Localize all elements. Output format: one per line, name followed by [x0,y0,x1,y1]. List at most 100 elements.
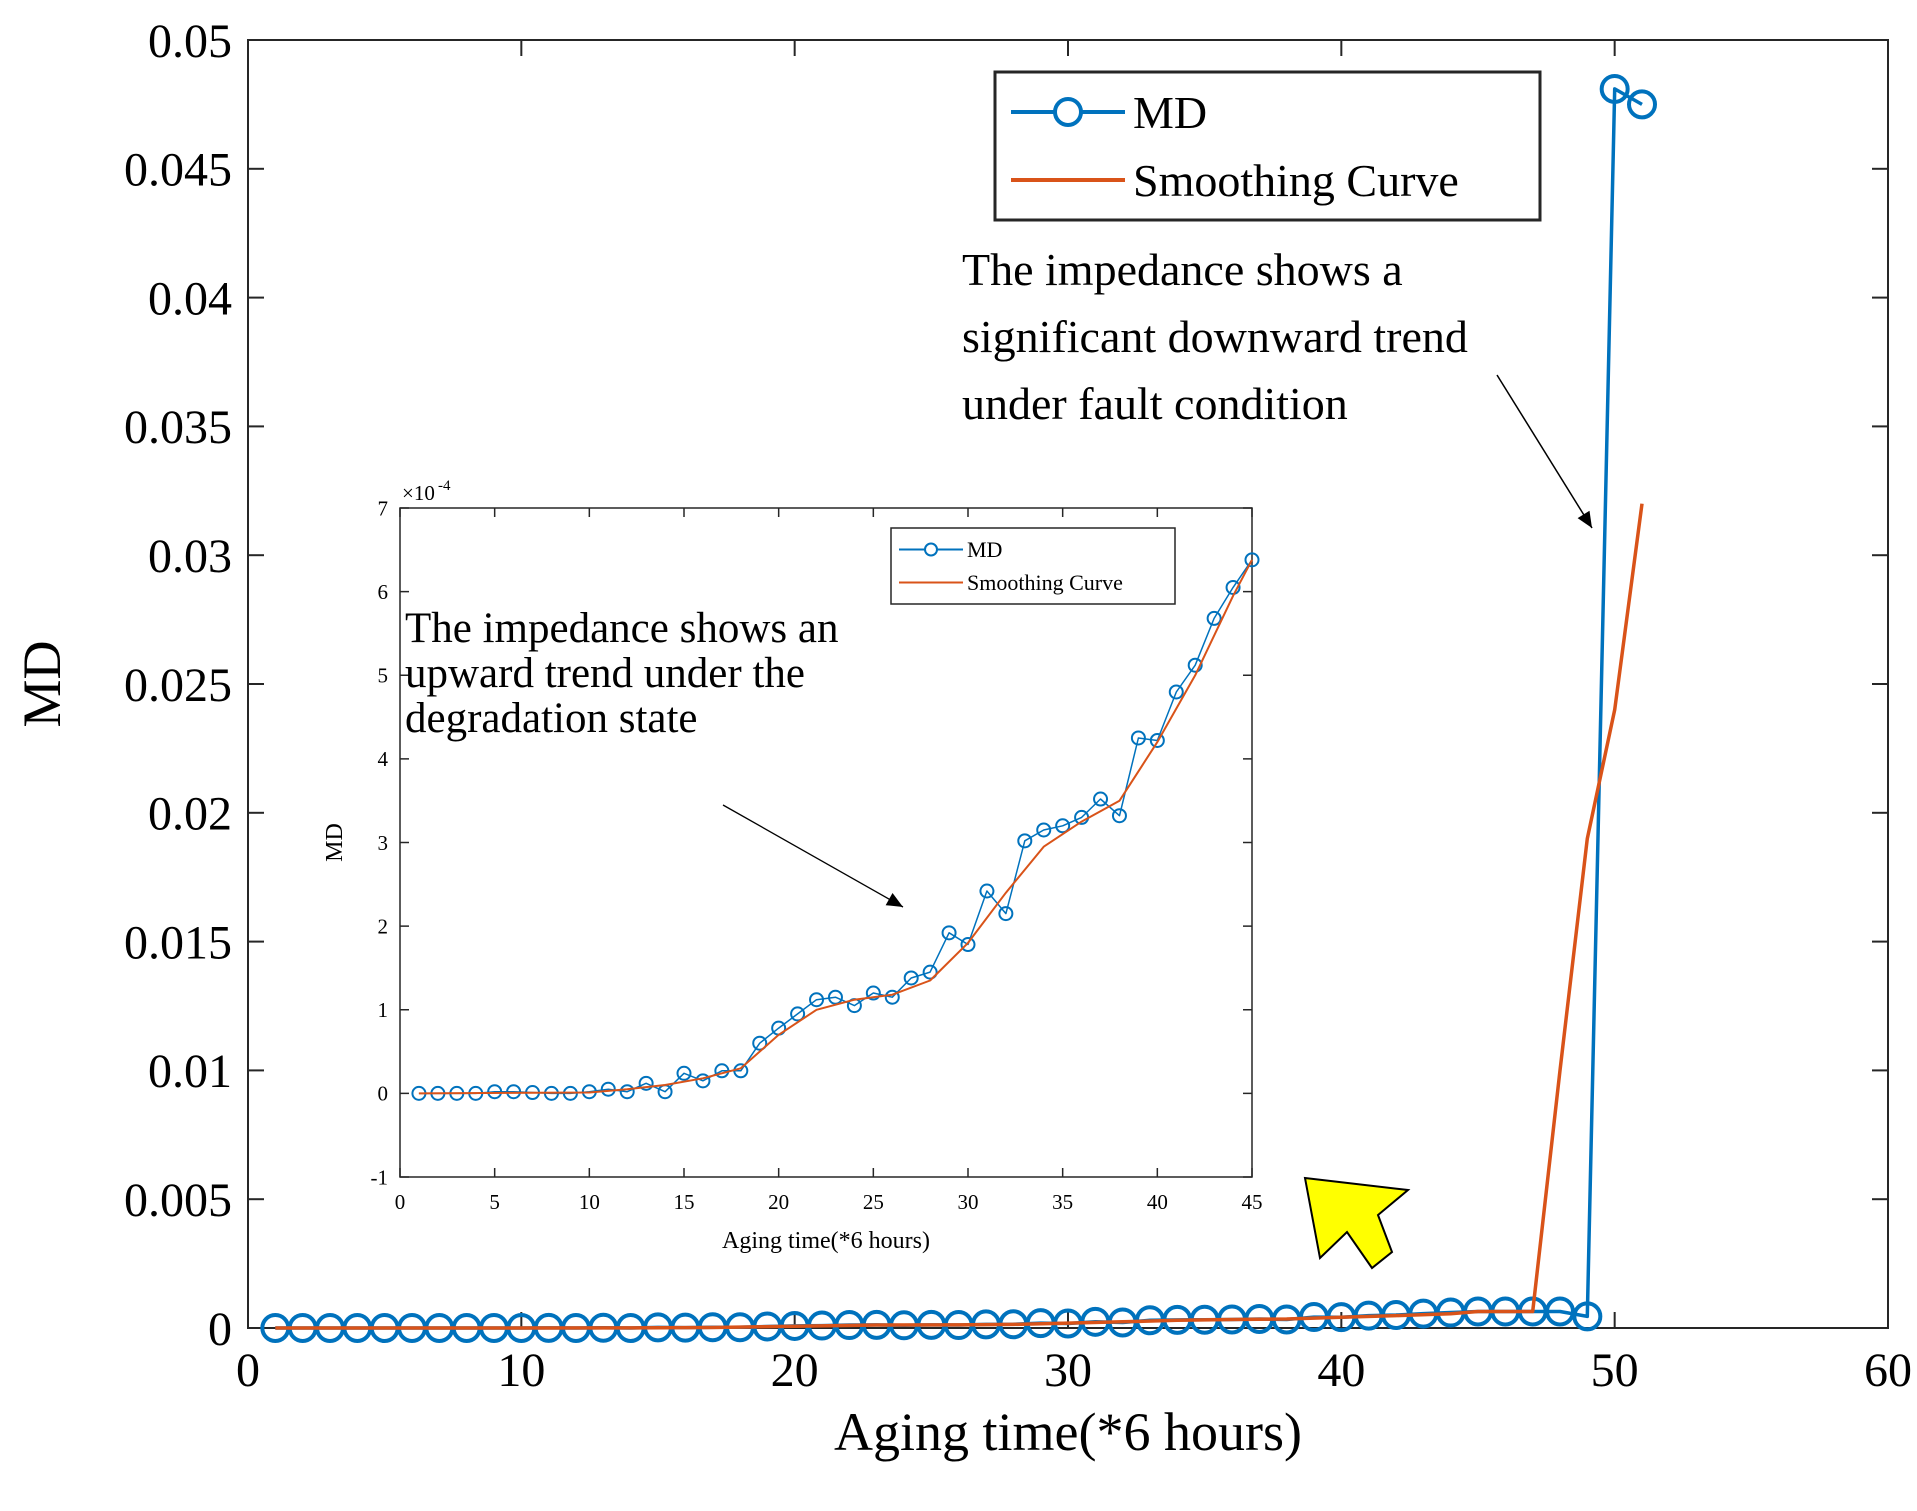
main-annotation-text: under fault condition [962,378,1348,429]
inset-y-tick-label: 0 [378,1082,389,1106]
main-annotation-text: significant downward trend [962,311,1468,362]
main-y-tick-label: 0.01 [148,1045,232,1098]
inset-legend-box [890,527,1176,605]
inset-x-tick-label: 40 [1147,1190,1168,1214]
inset-md-point [1055,818,1071,834]
main-x-tick-label: 50 [1591,1344,1639,1397]
main-legend-label: MD [1133,87,1207,138]
main-x-tick-label: 30 [1044,1344,1092,1397]
inset-x-tick-label: 0 [395,1190,406,1214]
inset-series-line-smoothing-curve [418,559,1253,1095]
main-y-tick-label: 0.005 [124,1174,232,1227]
inset-md-point [1093,791,1109,807]
main-x-tick-label: 60 [1864,1344,1912,1397]
main-annotation-text: The impedance shows a [962,244,1403,295]
inset-y-axis-label: MD [322,823,348,862]
inset-y-tick-label: 5 [378,664,389,688]
inset-x-tick-label: 25 [863,1190,884,1214]
inset-x-tick-label: 35 [1052,1190,1073,1214]
inset-x-tick-label: 20 [768,1190,789,1214]
inset-x-tick-label: 10 [579,1190,600,1214]
inset-y-tick-label: 7 [378,496,389,520]
inset-md-point [1168,684,1184,700]
inset-md-point [809,992,825,1008]
inset-md-point [1130,730,1146,746]
main-annotation-arrow-line [1496,374,1593,529]
main-x-tick-label: 10 [497,1344,545,1397]
main-y-tick-label: 0.04 [148,272,232,325]
inset-md-point [922,964,938,980]
main-x-tick-label: 0 [236,1344,260,1397]
inset-annotation-text: upward trend under the [405,650,805,697]
inset-md-point [827,989,843,1005]
inset-md-point [1017,833,1033,849]
inset-md-point [752,1035,768,1051]
inset-y-tick-label: 1 [378,998,389,1022]
inset-md-point [600,1081,616,1097]
main-x-tick-label: 40 [1317,1344,1365,1397]
inset-md-point [1036,822,1052,838]
inset-md-point [979,883,995,899]
main-legend-label: Smoothing Curve [1133,155,1459,206]
main-y-axis-label: MD [12,640,72,727]
main-x-axis-label: Aging time(*6 hours) [834,1402,1302,1462]
highlight-arrow-shape [1303,1176,1411,1270]
inset-y-tick-label: 2 [378,914,389,938]
inset-md-point [1244,552,1260,568]
inset-md-point [960,937,976,953]
main-legend-box [993,70,1542,222]
inset-md-point [865,985,881,1001]
inset-y-tick-label: 4 [378,747,389,771]
inset-md-point [506,1084,522,1100]
main-y-tick-label: 0.015 [124,916,232,969]
inset-y-tick-label: -1 [371,1165,389,1189]
inset-annotation-arrow-head [885,893,903,907]
main-y-tick-label: 0.045 [124,144,232,197]
inset-y-tick-label: 3 [378,831,389,855]
main-annotation: The impedance shows a significant downwar… [962,244,1593,529]
inset-md-point [487,1084,503,1100]
inset-md-point [695,1073,711,1089]
main-md-point [1627,89,1657,120]
main-y-tick-label: 0.02 [148,788,232,841]
main-series-line-smoothing-curve [275,503,1644,1330]
inset-md-point [1149,732,1165,748]
inset-x-tick-label: 30 [958,1190,979,1214]
inset-exponent-base: ×10 [402,481,435,505]
inset-x-tick-label: 15 [674,1190,695,1214]
inset-annotation-text: The impedance shows an [405,605,838,652]
inset-md-point [790,1006,806,1022]
inset-x-tick-label: 5 [489,1190,500,1214]
inset-md-point [1187,657,1203,673]
main-plot-area [260,73,1657,1343]
main-annotation-arrow-head [1577,510,1592,528]
main-legend-marker [1053,97,1083,127]
inset-md-point [638,1075,654,1091]
inset-exponent-power: -4 [438,478,451,494]
inset-x-tick-label: 45 [1242,1190,1263,1214]
main-y-tick-label: 0.03 [148,530,232,583]
inset-y-tick-label: 6 [378,580,389,604]
inset-md-point [1111,808,1127,824]
main-md-point [1572,1301,1603,1332]
main-y-tick-label: 0.05 [148,15,232,68]
inset-md-point [884,989,900,1005]
inset-legend-marker [924,542,938,557]
inset-md-point [1206,610,1222,626]
main-y-tick-label: 0.035 [124,401,232,454]
inset-axes-frame [399,507,1253,1178]
inset-md-point [619,1084,635,1100]
main-y-tick-label: 0.025 [124,659,232,712]
main-x-tick-label: 20 [771,1344,819,1397]
inset-legend-label: Smoothing Curve [967,570,1123,595]
main-md-point [1545,1296,1575,1327]
inset-annotation-arrow-line [722,804,904,908]
main-md-point [1599,73,1630,104]
yellow-highlight-arrow [1303,1176,1411,1270]
inset-md-point [998,906,1014,922]
legends: MD Smoothing Curve MD Smoothing Curve [890,70,1542,605]
inset-md-point [903,970,919,986]
inset-x-axis-label: Aging time(*6 hours) [722,1228,930,1254]
